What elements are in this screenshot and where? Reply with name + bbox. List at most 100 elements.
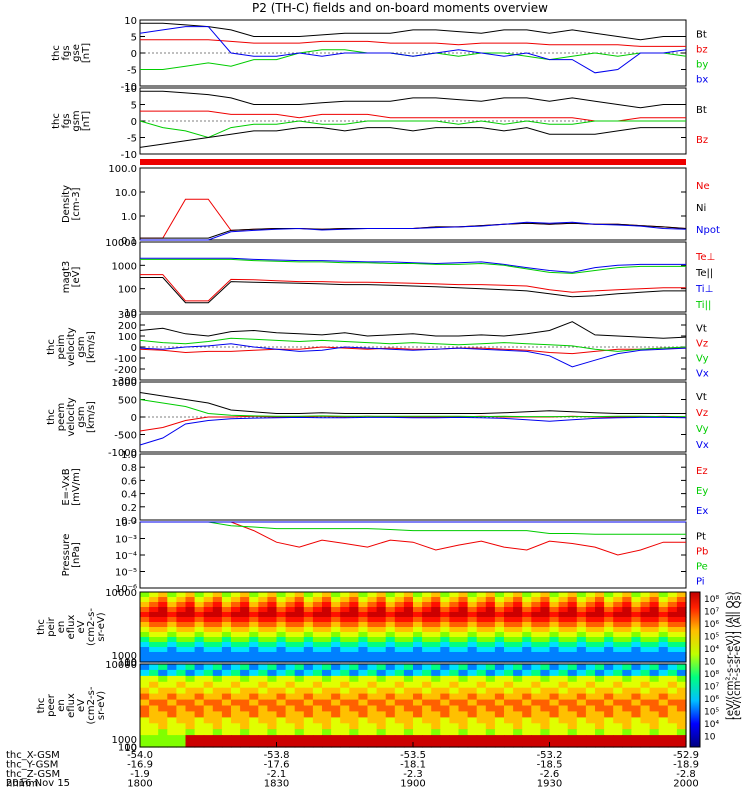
legend-bx: bx bbox=[696, 75, 708, 86]
spectrogram-cell bbox=[240, 723, 250, 730]
spectrogram-cell bbox=[477, 592, 487, 598]
spectrogram-cell bbox=[158, 723, 168, 730]
legend-vz: Vz bbox=[696, 408, 708, 419]
spectrogram-cell bbox=[204, 676, 214, 683]
spectrogram-cell bbox=[258, 706, 268, 713]
ytick-label: 10000 bbox=[105, 238, 137, 249]
spectrogram-cell bbox=[295, 723, 305, 730]
spectrogram-cell bbox=[368, 688, 378, 695]
series-line-bx bbox=[140, 128, 686, 148]
spectrogram-cell bbox=[386, 612, 396, 618]
spectrogram-cell bbox=[568, 652, 578, 658]
ylabel-line: sr-eV) bbox=[96, 612, 107, 641]
spectrogram-cell bbox=[149, 676, 159, 683]
spectrogram-cell bbox=[622, 700, 632, 707]
spectrogram-cell bbox=[186, 670, 196, 677]
spectrogram-cell bbox=[650, 607, 660, 613]
spectrogram-cell bbox=[195, 729, 205, 736]
spectrogram-cell bbox=[322, 637, 332, 643]
spectrogram-cell bbox=[204, 617, 214, 623]
spectrogram-cell bbox=[522, 723, 532, 730]
spectrogram-cell bbox=[422, 664, 432, 671]
spectrogram-cell bbox=[304, 597, 314, 603]
spectrogram-cell bbox=[486, 607, 496, 613]
spectrogram-cell bbox=[650, 647, 660, 653]
spectrogram-cell bbox=[568, 642, 578, 648]
spectrogram-cell bbox=[158, 652, 168, 658]
panel-fgs-gsm: 1050-5-10thc fgs gsm [nT]BtBz bbox=[51, 84, 708, 161]
spectrogram-cell bbox=[668, 723, 678, 730]
spectrogram-cell bbox=[522, 622, 532, 628]
spectrogram-cell bbox=[459, 632, 469, 638]
spectrogram-cell bbox=[395, 632, 405, 638]
spectrogram-cell bbox=[449, 711, 459, 718]
spectrogram-cell bbox=[449, 676, 459, 683]
spectrogram-cell bbox=[204, 735, 214, 742]
spectrogram-cell bbox=[459, 688, 469, 695]
spectrogram-cell bbox=[459, 694, 469, 701]
spectrogram-cell bbox=[258, 723, 268, 730]
colorbar-scale bbox=[690, 592, 700, 747]
spectrogram-cell bbox=[431, 612, 441, 618]
spectrogram-cell bbox=[513, 612, 523, 618]
spectrogram-cell bbox=[140, 607, 150, 613]
spectrogram-cell bbox=[286, 676, 296, 683]
spectrogram-cell bbox=[677, 694, 687, 701]
spectrogram-cell bbox=[167, 700, 177, 707]
spectrogram-cell bbox=[604, 637, 614, 643]
spectrogram-cell bbox=[158, 717, 168, 724]
spectrogram-cell bbox=[386, 637, 396, 643]
spectrogram-cell bbox=[231, 632, 241, 638]
spectrogram-cell bbox=[349, 652, 359, 658]
series-line-ti bbox=[140, 258, 686, 272]
spectrogram-cell bbox=[286, 688, 296, 695]
spectrogram-cell bbox=[249, 694, 259, 701]
spectrogram-cell bbox=[349, 670, 359, 677]
spectrogram-cell bbox=[595, 607, 605, 613]
spectrogram-cell bbox=[650, 597, 660, 603]
spectrogram-cell bbox=[522, 688, 532, 695]
spectrogram-cell bbox=[431, 694, 441, 701]
spectrogram-cell bbox=[377, 602, 387, 608]
spectrogram-cell bbox=[149, 642, 159, 648]
spectrogram-cell bbox=[349, 597, 359, 603]
spectrogram-cell bbox=[504, 632, 514, 638]
spectrogram-cell bbox=[340, 694, 350, 701]
spectrogram-cell bbox=[377, 632, 387, 638]
spectrogram-cell bbox=[340, 682, 350, 689]
spectrogram-cell bbox=[167, 670, 177, 677]
series-line-bt bbox=[140, 23, 686, 40]
spectrogram-cell bbox=[531, 717, 541, 724]
spectrogram-cell bbox=[486, 622, 496, 628]
spectrogram-cell bbox=[540, 602, 550, 608]
spectrogram-cell bbox=[340, 664, 350, 671]
spectrogram-cell bbox=[513, 652, 523, 658]
spectrogram-cell bbox=[522, 637, 532, 643]
spectrogram-cell bbox=[176, 607, 186, 613]
spectrogram-cell bbox=[331, 612, 341, 618]
spectrogram-cell bbox=[377, 622, 387, 628]
spectrogram-cell bbox=[531, 627, 541, 633]
spectrogram-cell bbox=[240, 711, 250, 718]
spectrogram-cell bbox=[431, 682, 441, 689]
spectrogram-cell bbox=[231, 706, 241, 713]
spectrogram-cell bbox=[622, 729, 632, 736]
spectrogram-cell bbox=[386, 632, 396, 638]
spectrogram-cell bbox=[613, 602, 623, 608]
spectrogram-cell bbox=[176, 617, 186, 623]
spectrogram-cell bbox=[204, 632, 214, 638]
spectrogram-cell bbox=[613, 670, 623, 677]
spectrogram-cell bbox=[286, 637, 296, 643]
spectrogram-cell bbox=[677, 717, 687, 724]
spectrogram-cell bbox=[586, 711, 596, 718]
spectrogram-cell bbox=[304, 612, 314, 618]
spectrogram-cell bbox=[659, 700, 669, 707]
spectrogram-cell bbox=[431, 723, 441, 730]
spectrogram-cell bbox=[659, 622, 669, 628]
spectrogram-cell bbox=[622, 622, 632, 628]
spectrogram-cell bbox=[149, 652, 159, 658]
spectrogram-cell bbox=[295, 647, 305, 653]
series-line-bx bbox=[140, 27, 686, 73]
spectrogram-cell bbox=[604, 682, 614, 689]
spectrogram-cell bbox=[659, 711, 669, 718]
